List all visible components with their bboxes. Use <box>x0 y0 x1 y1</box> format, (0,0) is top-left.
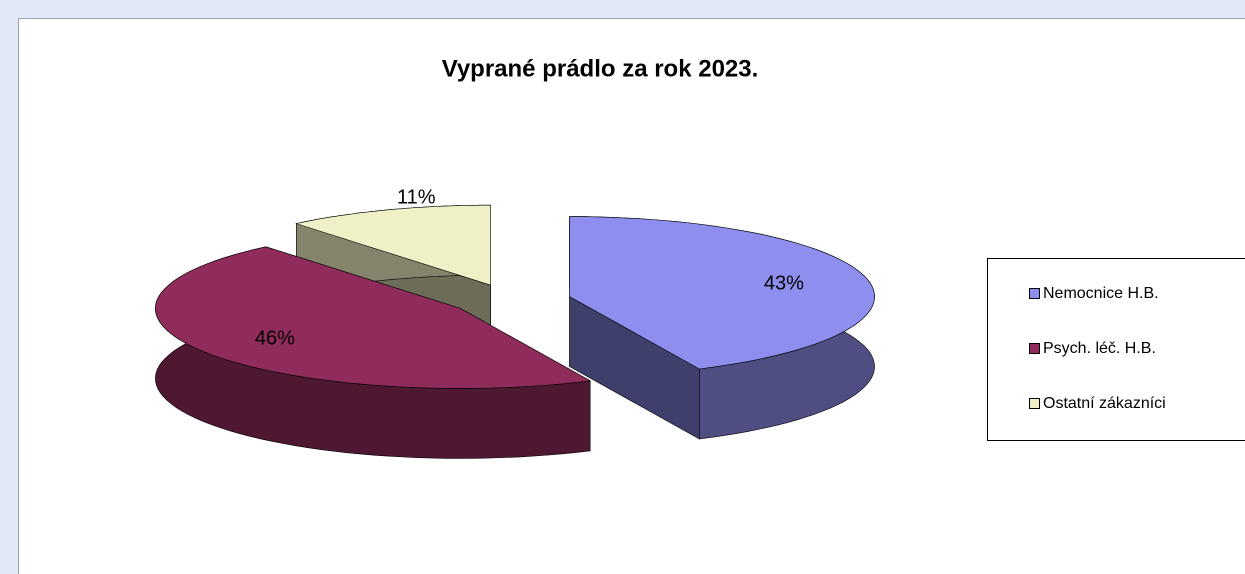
data-label: 43% <box>764 272 804 294</box>
slice <box>155 246 592 389</box>
legend-swatch <box>1029 398 1040 409</box>
legend-label: Psych. léč. H.B. <box>1043 340 1156 357</box>
slice <box>295 204 491 286</box>
legend-label: Nemocnice H.B. <box>1043 285 1159 302</box>
data-label: 46% <box>255 328 295 350</box>
legend-swatch <box>1029 288 1040 299</box>
legend-label: Ostatní zákazníci <box>1043 395 1166 412</box>
chart-title: Vyprané prádlo za rok 2023. <box>442 55 759 82</box>
slice <box>569 216 875 370</box>
data-label: 11% <box>397 186 436 208</box>
legend-swatch <box>1029 343 1040 354</box>
